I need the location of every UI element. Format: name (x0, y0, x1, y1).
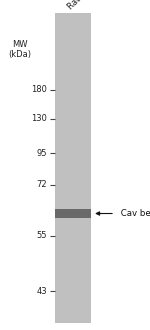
Text: 95: 95 (37, 148, 47, 158)
Bar (55, 13, 91, 323)
Text: MW
(kDa): MW (kDa) (8, 40, 31, 59)
Text: 43: 43 (37, 286, 47, 296)
Bar (55, 209, 91, 218)
Text: Rat brain: Rat brain (66, 0, 100, 12)
Text: Cav beta 1: Cav beta 1 (96, 209, 150, 218)
Text: 55: 55 (37, 231, 47, 241)
Text: 130: 130 (31, 114, 47, 123)
Text: 72: 72 (37, 180, 47, 189)
Text: 180: 180 (31, 85, 47, 94)
